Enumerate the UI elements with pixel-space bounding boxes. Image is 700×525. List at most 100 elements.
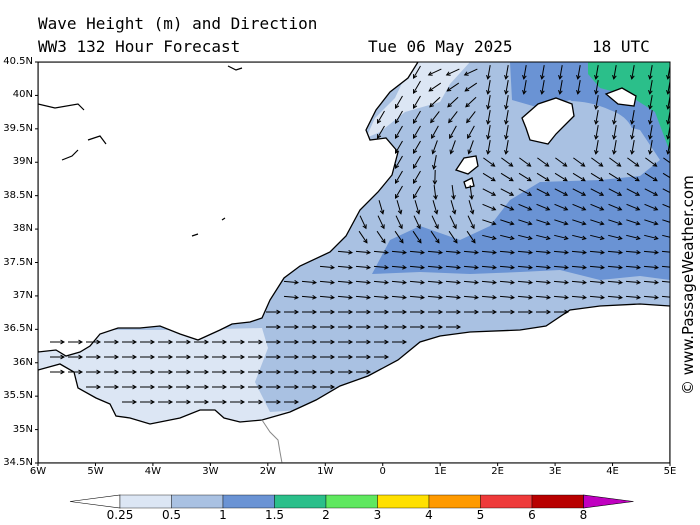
wave-arrow: [594, 140, 599, 155]
wave-arrow: [448, 111, 458, 124]
land-mallorca: [521, 97, 575, 145]
wave-arrow: [358, 230, 368, 244]
wave-arrow: [373, 249, 390, 255]
wave-arrow: [467, 125, 475, 140]
legend-swatch: [274, 494, 327, 509]
wave-arrow: [429, 96, 441, 108]
wave-arrow: [518, 203, 533, 211]
legend-label: 3: [373, 508, 382, 522]
wave-arrow: [536, 309, 552, 315]
wave-arrow: [445, 68, 460, 76]
wave-arrow: [284, 369, 300, 375]
wave-arrow: [625, 264, 642, 270]
wave-arrow: [302, 369, 318, 375]
wave-arrow: [500, 172, 514, 182]
wave-arrow: [607, 279, 624, 285]
wave-arrow: [284, 324, 300, 330]
wave-arrow: [589, 279, 606, 285]
wave-arrow: [517, 264, 534, 270]
wave-arrow: [612, 125, 617, 140]
wave-arrow: [212, 399, 228, 405]
wave-arrow: [463, 294, 480, 300]
wave-arrow: [302, 324, 318, 330]
wave-arrow: [104, 354, 120, 360]
wave-arrow: [499, 249, 516, 255]
wave-arrow: [391, 279, 408, 285]
wave-arrow: [302, 354, 318, 360]
wave-arrow: [554, 188, 569, 196]
wave-arrow: [319, 294, 336, 300]
wave-arrow: [590, 219, 605, 226]
wave-arrow: [594, 80, 599, 95]
wave-arrow: [394, 95, 403, 109]
wave-arrow: [571, 264, 588, 270]
wave-arrow: [553, 279, 570, 285]
lat-label: 40N: [12, 89, 33, 101]
wave-arrow: [504, 95, 509, 110]
wave-arrow: [394, 140, 403, 154]
wave-arrow: [467, 140, 474, 155]
wave-arrow: [612, 140, 617, 155]
wave-arrow: [591, 157, 604, 167]
wave-arrow: [194, 384, 210, 390]
wave-arrow: [630, 125, 635, 140]
wave-arrow: [463, 68, 478, 76]
wave-arrow: [338, 324, 354, 330]
wave-arrow: [607, 249, 624, 255]
wave-arrow: [589, 294, 606, 300]
wave-arrow: [122, 399, 138, 405]
color-legend: [69, 494, 634, 509]
legend-swatch: [531, 494, 584, 509]
wave-arrow: [486, 110, 491, 125]
wave-arrow: [412, 65, 421, 79]
wave-arrow: [451, 184, 456, 200]
wave-arrow: [445, 279, 462, 285]
wave-arrow: [645, 157, 658, 167]
wave-arrow: [337, 264, 354, 270]
wave-arrow: [661, 250, 670, 253]
wave-arrow: [612, 110, 617, 125]
wave-arrow: [140, 354, 156, 360]
wave-arrow: [540, 65, 545, 80]
wave-arrow: [394, 110, 403, 124]
legend-swatch: [222, 494, 275, 509]
wave-arrow: [589, 264, 606, 270]
wave-arrow: [481, 294, 498, 300]
wave-arrow: [396, 200, 403, 215]
wave-band-1.5-2m: [588, 62, 670, 152]
wave-arrow: [518, 172, 532, 182]
wave-arrow: [558, 65, 563, 80]
wave-arrow: [338, 339, 354, 345]
wave-arrow: [430, 230, 440, 244]
wave-arrow: [466, 230, 476, 244]
wave-arrow: [355, 264, 372, 270]
wave-arrow: [176, 399, 192, 405]
wave-arrow: [338, 309, 354, 315]
wave-arrow: [662, 203, 670, 208]
wave-arrow: [522, 65, 527, 80]
wave-arrow: [625, 279, 642, 285]
wave-arrow: [86, 354, 102, 360]
wave-arrow: [572, 234, 587, 241]
wave-arrow: [517, 279, 534, 285]
wave-arrow: [409, 249, 426, 255]
wave-arrow: [594, 65, 599, 80]
wave-arrow: [230, 384, 246, 390]
wave-arrow: [377, 215, 385, 230]
wave-arrow: [355, 279, 372, 285]
wave-arrow: [630, 110, 635, 125]
land-menorca: [604, 87, 637, 107]
wave-arrow: [464, 82, 478, 92]
wave-arrow: [428, 309, 444, 315]
map-title: Wave Height (m) and Direction: [38, 14, 318, 33]
wave-arrow: [412, 125, 421, 139]
lat-label: 40.5N: [3, 56, 33, 67]
wave-arrow: [608, 203, 623, 211]
wave-arrow: [374, 309, 390, 315]
legend-swatch: [377, 494, 430, 509]
wave-arrow: [86, 339, 102, 345]
wave-arrow: [431, 215, 439, 230]
lat-label: 35N: [12, 423, 33, 435]
wave-arrow: [594, 110, 599, 125]
legend-label: 5: [476, 508, 485, 522]
